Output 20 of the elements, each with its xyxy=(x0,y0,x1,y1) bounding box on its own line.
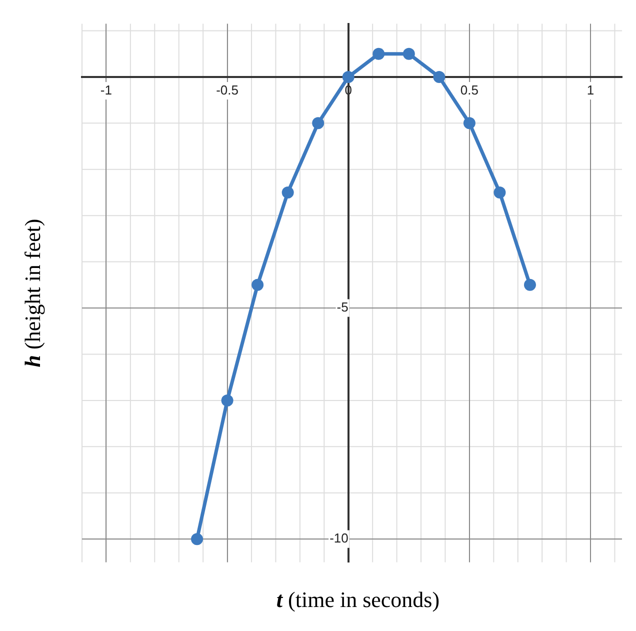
point xyxy=(402,48,415,60)
x-axis-title: t (time in seconds) xyxy=(276,587,440,613)
point xyxy=(494,186,506,198)
point xyxy=(372,48,385,60)
point xyxy=(252,278,264,291)
x-tick-label: -0.5 xyxy=(216,82,238,98)
point xyxy=(191,533,204,546)
point xyxy=(282,186,294,198)
point xyxy=(433,70,446,83)
x-tick-label: 1 xyxy=(586,82,594,98)
point xyxy=(463,117,476,130)
point xyxy=(524,278,536,291)
y-tick-label: -5 xyxy=(336,300,348,315)
point xyxy=(342,70,354,83)
x-tick-label: -1 xyxy=(100,82,112,98)
y-axis-title: h (height in feet) xyxy=(20,218,46,368)
point xyxy=(221,394,234,406)
y-tick-label: -10 xyxy=(330,530,348,546)
x-tick-label: 0.5 xyxy=(460,82,478,98)
point xyxy=(312,117,324,130)
